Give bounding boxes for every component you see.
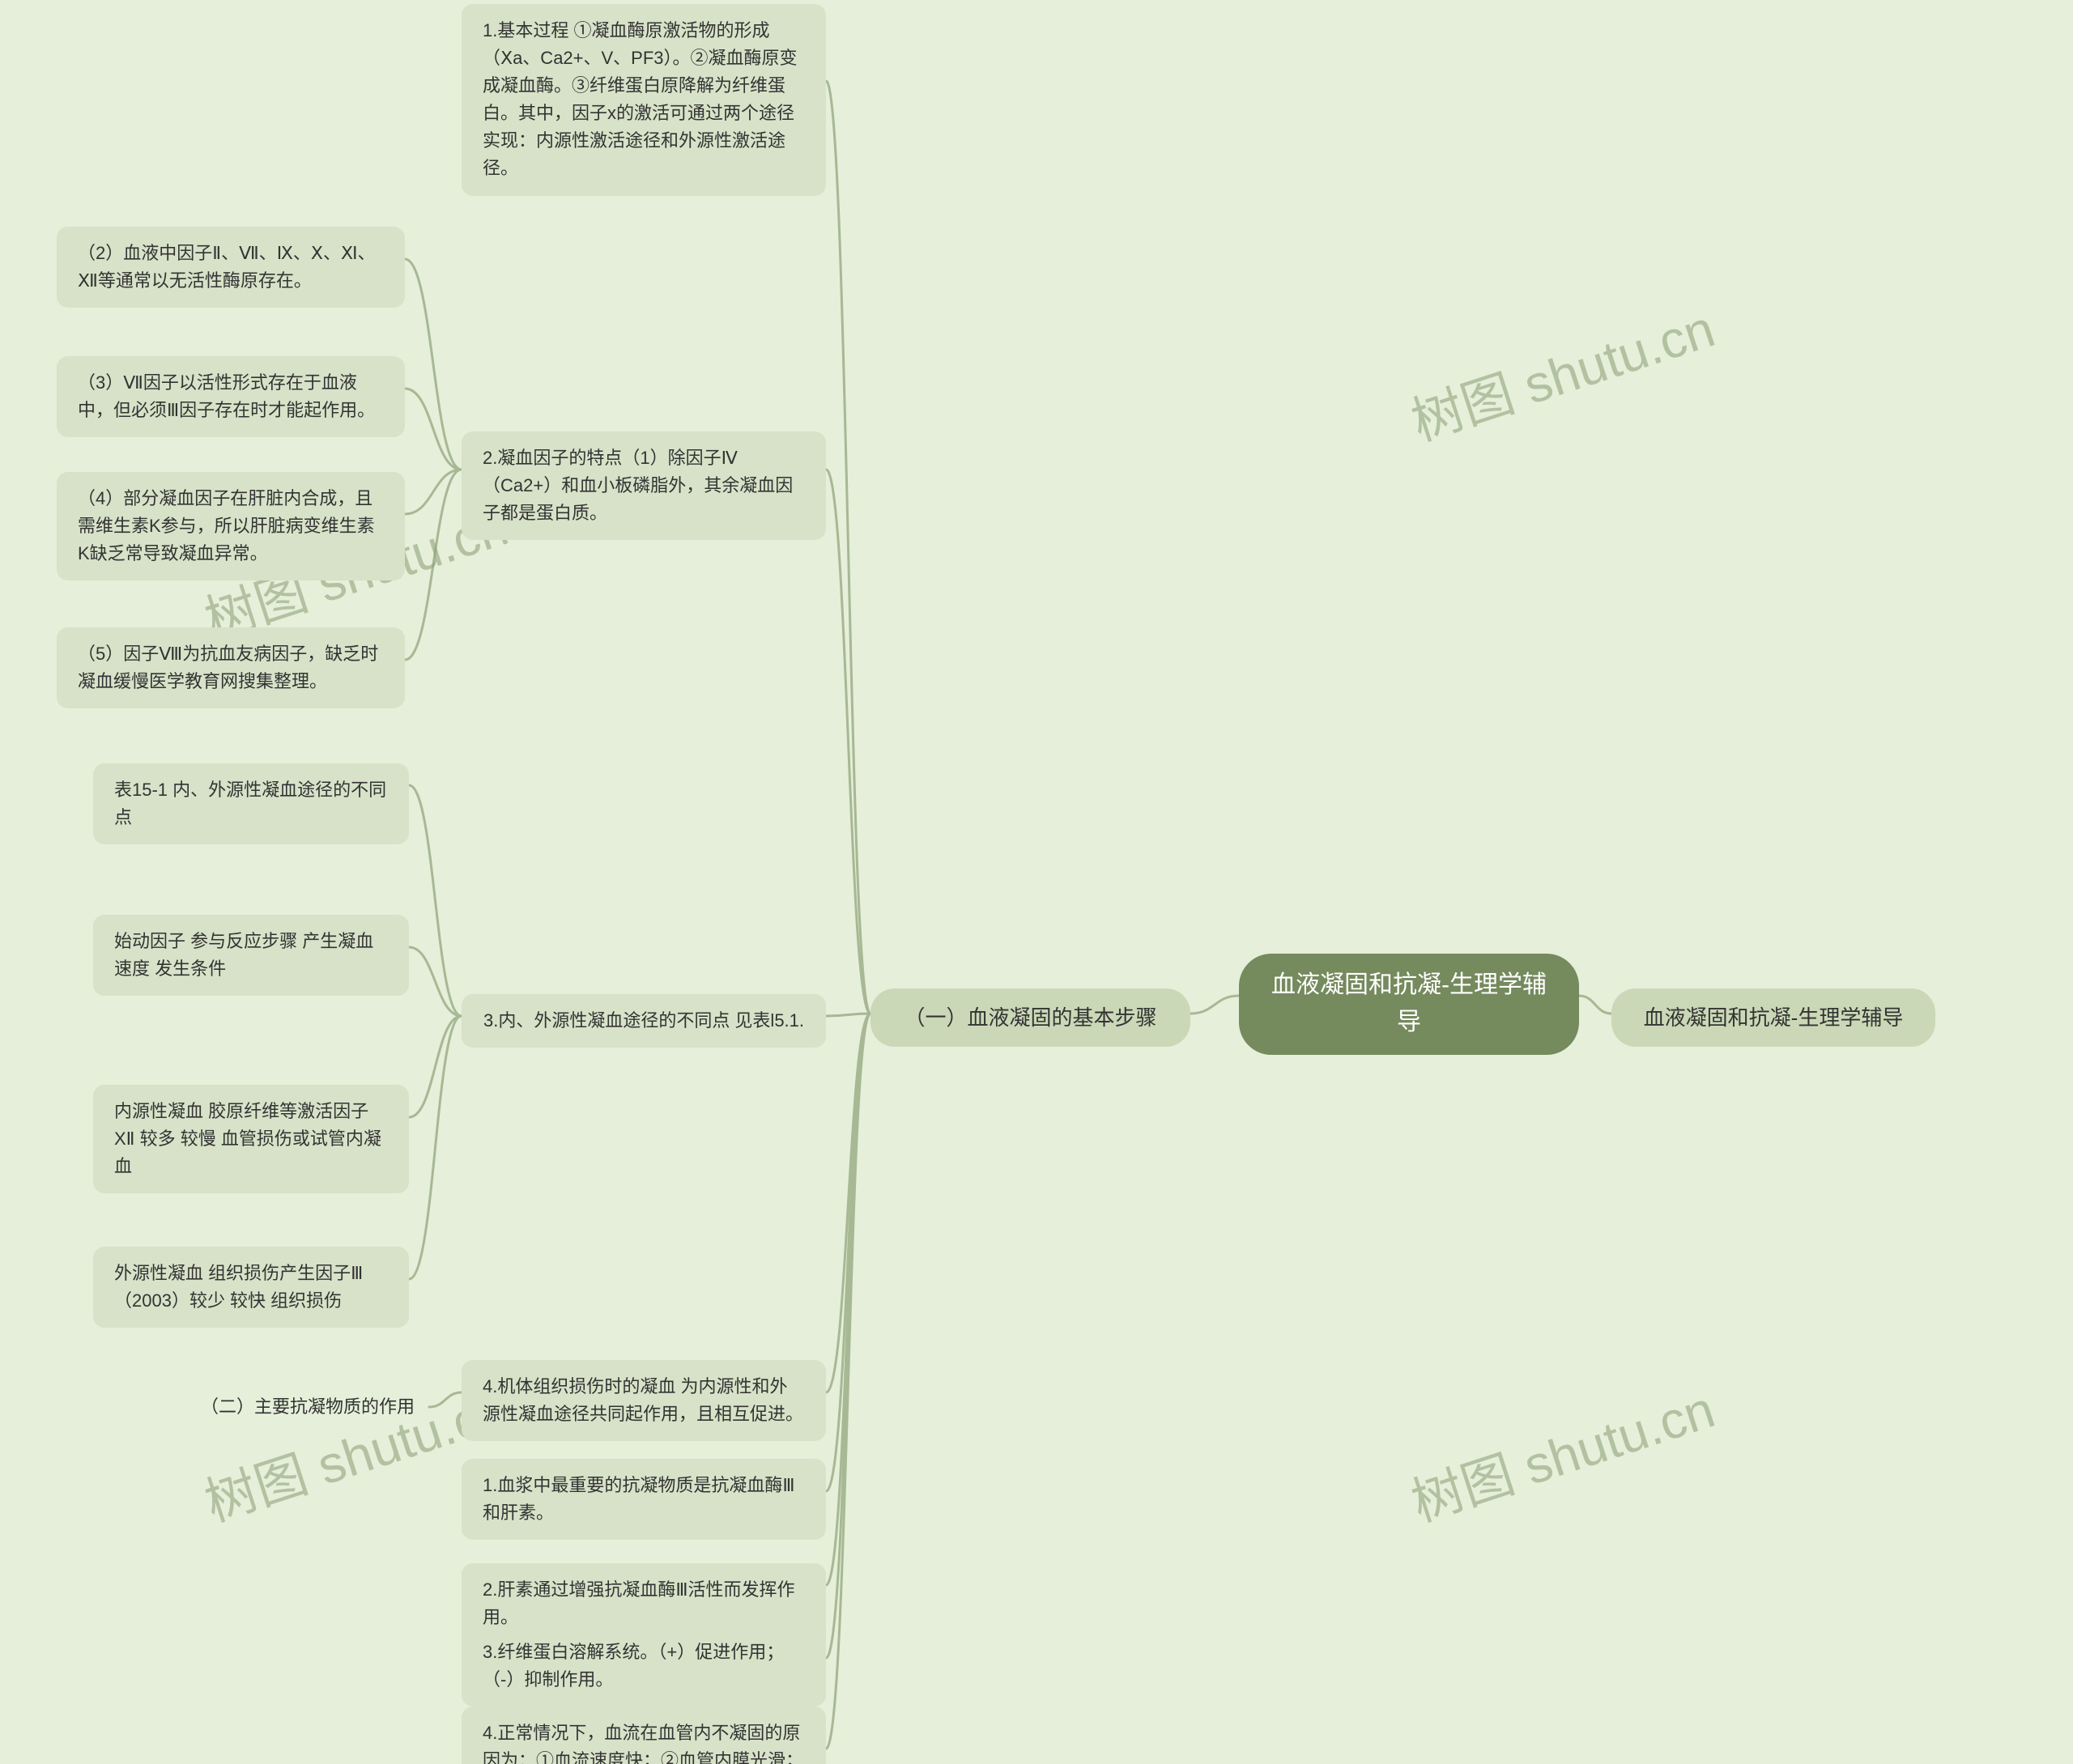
leaf-a3b2-label: 始动因子 参与反应步骤 产生凝血速度 发生条件 [114, 928, 388, 983]
leaf-a2-label: 2.凝血因子的特点（1）除因子Ⅳ（Ca2+）和血小板磷脂外，其余凝血因子都是蛋白… [483, 444, 805, 527]
leaf-a2b4-label: （5）因子Ⅷ为抗血友病因子，缺乏时凝血缓慢医学教育网搜集整理。 [78, 640, 384, 695]
root-node-label: 血液凝固和抗凝-生理学辅导 [1260, 967, 1558, 1042]
leaf-a3-label: 3.内、外源性凝血途径的不同点 见表l5.1. [483, 1007, 804, 1035]
leaf-a2b1: （2）血液中因子Ⅱ、Ⅶ、Ⅸ、Ⅹ、Ⅺ、Ⅻ等通常以无活性酶原存在。 [57, 227, 405, 308]
root-node: 血液凝固和抗凝-生理学辅导 [1239, 954, 1579, 1055]
leaf-a2b3: （4）部分凝血因子在肝脏内合成，且需维生素K参与，所以肝脏病变维生素K缺乏常导致… [57, 472, 405, 580]
leaf-a1-label: 1.基本过程 ①凝血酶原激活物的形成（Ⅹa、Ca2+、V、PF3）。②凝血酶原变… [483, 17, 805, 183]
leaf-a8-label: 4.正常情况下，血流在血管内不凝固的原因为：①血流速度快；②血管内膜光滑；③血浆… [483, 1719, 805, 1764]
leaf-a3b1-label: 表15-1 内、外源性凝血途径的不同点 [114, 776, 388, 831]
leaf-a3: 3.内、外源性凝血途径的不同点 见表l5.1. [462, 994, 826, 1048]
leaf-a2b1-label: （2）血液中因子Ⅱ、Ⅶ、Ⅸ、Ⅹ、Ⅺ、Ⅻ等通常以无活性酶原存在。 [78, 240, 384, 295]
side-label-a4s-text: （二）主要抗凝物质的作用 [201, 1393, 415, 1421]
leaf-a2: 2.凝血因子的特点（1）除因子Ⅳ（Ca2+）和血小板磷脂外，其余凝血因子都是蛋白… [462, 431, 826, 540]
section-one: （一）血液凝固的基本步骤 [870, 988, 1190, 1047]
section-one-label: （一）血液凝固的基本步骤 [904, 1001, 1156, 1034]
leaf-a5-label: 1.血浆中最重要的抗凝物质是抗凝血酶Ⅲ和肝素。 [483, 1472, 805, 1527]
leaf-a8: 4.正常情况下，血流在血管内不凝固的原因为：①血流速度快；②血管内膜光滑；③血浆… [462, 1707, 826, 1764]
right-node-label: 血液凝固和抗凝-生理学辅导 [1644, 1001, 1904, 1034]
leaf-a3b4-label: 外源性凝血 组织损伤产生因子Ⅲ（2003）较少 较快 组织损伤 [114, 1260, 388, 1315]
right-node: 血液凝固和抗凝-生理学辅导 [1611, 988, 1935, 1047]
leaf-a2b4: （5）因子Ⅷ为抗血友病因子，缺乏时凝血缓慢医学教育网搜集整理。 [57, 627, 405, 708]
leaf-a3b3: 内源性凝血 胶原纤维等激活因子XⅡ 较多 较慢 血管损伤或试管内凝血 [93, 1085, 409, 1193]
leaf-a3b3-label: 内源性凝血 胶原纤维等激活因子XⅡ 较多 较慢 血管损伤或试管内凝血 [114, 1098, 388, 1180]
watermark: 树图 shutu.cn [1401, 1368, 1722, 1536]
side-label-a4s: （二）主要抗凝物质的作用 [186, 1389, 429, 1426]
leaf-a5: 1.血浆中最重要的抗凝物质是抗凝血酶Ⅲ和肝素。 [462, 1459, 826, 1540]
leaf-a4: 4.机体组织损伤时的凝血 为内源性和外源性凝血途径共同起作用，且相互促进。 [462, 1360, 826, 1441]
leaf-a3b2: 始动因子 参与反应步骤 产生凝血速度 发生条件 [93, 915, 409, 996]
leaf-a7: 3.纤维蛋白溶解系统。（+）促进作用；（-）抑制作用。 [462, 1626, 826, 1707]
leaf-a6-label: 2.肝素通过增强抗凝血酶Ⅲ活性而发挥作用。 [483, 1576, 805, 1631]
leaf-a3b4: 外源性凝血 组织损伤产生因子Ⅲ（2003）较少 较快 组织损伤 [93, 1247, 409, 1328]
leaf-a2b2-label: （3）Ⅶ因子以活性形式存在于血液中，但必须Ⅲ因子存在时才能起作用。 [78, 369, 384, 424]
mindmap-canvas: 树图 shutu.cn树图 shutu.cn树图 shutu.cn树图 shut… [0, 0, 2073, 1764]
leaf-a4-label: 4.机体组织损伤时的凝血 为内源性和外源性凝血途径共同起作用，且相互促进。 [483, 1373, 805, 1428]
leaf-a2b2: （3）Ⅶ因子以活性形式存在于血液中，但必须Ⅲ因子存在时才能起作用。 [57, 356, 405, 437]
watermark: 树图 shutu.cn [1401, 287, 1722, 455]
leaf-a3b1: 表15-1 内、外源性凝血途径的不同点 [93, 763, 409, 844]
leaf-a2b3-label: （4）部分凝血因子在肝脏内合成，且需维生素K参与，所以肝脏病变维生素K缺乏常导致… [78, 485, 384, 567]
leaf-a1: 1.基本过程 ①凝血酶原激活物的形成（Ⅹa、Ca2+、V、PF3）。②凝血酶原变… [462, 4, 826, 196]
leaf-a7-label: 3.纤维蛋白溶解系统。（+）促进作用；（-）抑制作用。 [483, 1639, 805, 1694]
